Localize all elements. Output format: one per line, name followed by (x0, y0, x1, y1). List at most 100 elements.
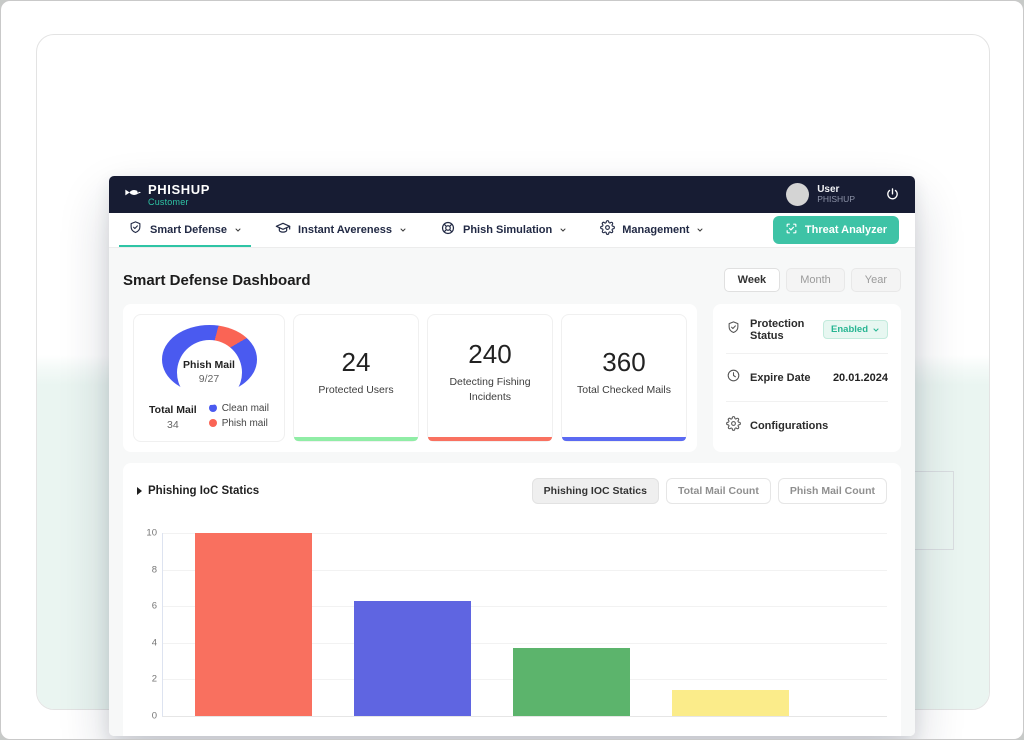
period-selector: Week Month Year (723, 268, 901, 292)
chevron-down-icon (234, 226, 242, 234)
bar-chart-ylabels: 0 2 4 6 8 10 (137, 528, 159, 722)
stat-label: Detecting Fishing Incidents (449, 376, 531, 403)
chevron-down-icon (399, 226, 407, 234)
chart-section-title: Phishing IoC Statics (148, 485, 260, 497)
menu-item-instant-awereness[interactable]: Instant Avereness (270, 213, 412, 247)
bar-2 (513, 648, 630, 716)
period-button-year[interactable]: Year (850, 268, 901, 292)
menu-item-smart-defense[interactable]: Smart Defense (118, 213, 252, 247)
menu-item-management[interactable]: Management (595, 213, 709, 247)
stat-card-detecting-fishing-incidents: 240 Detecting Fishing Incidents (427, 314, 553, 442)
gear-icon (726, 415, 741, 436)
gridline (163, 569, 887, 571)
graduation-cap-icon (275, 220, 291, 241)
gridline (163, 642, 887, 644)
status-row-protection-status: Protection Status Enabled (726, 306, 888, 354)
stat-card-protected-users: 24 Protected Users (293, 314, 419, 442)
legend-item-phish-mail: Phish mail (208, 417, 269, 429)
page-title: Smart Defense Dashboard (123, 271, 311, 289)
gridline (163, 533, 887, 534)
chart-button-phishing-ioc-statics[interactable]: Phishing IOC Statics (531, 478, 659, 504)
user-name: User (817, 183, 840, 195)
y-axis-tick-label: 10 (146, 527, 157, 539)
overview-cards-panel: Phish Mail 9/27 Total Mail 34 (123, 304, 697, 452)
chart-button-total-mail-count[interactable]: Total Mail Count (665, 478, 771, 504)
menu-item-label: Phish Simulation (463, 224, 553, 236)
bar-3 (672, 690, 789, 716)
gridline (163, 606, 887, 608)
status-row-configurations[interactable]: Configurations (726, 402, 888, 449)
target-icon (440, 220, 456, 241)
stat-accent-bar (294, 437, 418, 441)
stat-value: 240 (468, 339, 512, 370)
donut-legend: Clean mail Phish mail (208, 402, 269, 429)
menu-item-label: Instant Avereness (298, 224, 392, 236)
legend-item-clean-mail: Clean mail (208, 402, 269, 414)
protection-status-badge[interactable]: Enabled (823, 320, 888, 339)
power-icon[interactable] (885, 187, 900, 202)
top-navbar: PHISHUP Customer User PHISHUP (109, 176, 915, 213)
donut-center-value: 9/27 (198, 372, 220, 385)
scan-check-icon (785, 222, 798, 238)
stat-accent-bar (428, 437, 552, 441)
shield-check-icon (726, 320, 741, 340)
fish-icon (124, 186, 142, 204)
dashboard-screenshot: PHISHUP Customer User PHISHUP (109, 176, 915, 736)
user-avatar[interactable] (786, 183, 810, 206)
period-button-month[interactable]: Month (786, 268, 845, 292)
chevron-down-icon (873, 327, 879, 332)
stat-label: Protected Users (318, 383, 394, 396)
legend-dot-phish (208, 419, 217, 427)
stat-card-total-checked-mails: 360 Total Checked Mails (561, 314, 687, 442)
chart-section-title-wrap[interactable]: Phishing IoC Statics (137, 485, 259, 497)
bar-chart-plot (162, 533, 887, 717)
bar-chart-bars (163, 533, 887, 716)
donut-center-title: Phish Mail (183, 358, 235, 371)
bar-chart: 0 2 4 6 8 10 (137, 528, 887, 722)
menu-item-label: Management (622, 224, 690, 236)
legend-dot-clean (208, 404, 217, 412)
total-mail-label: Total Mail (149, 403, 197, 416)
bar-0 (195, 533, 312, 716)
shield-check-icon (128, 220, 143, 240)
menu-item-phish-simulation[interactable]: Phish Simulation (435, 213, 572, 247)
legend-label: Clean mail (221, 402, 269, 414)
y-axis-tick-label: 4 (151, 637, 157, 649)
donut-chart: Phish Mail 9/27 (161, 325, 257, 405)
user-block[interactable]: User PHISHUP (817, 184, 855, 205)
stat-accent-bar (562, 437, 686, 441)
chart-view-buttons: Phishing IOC Statics Total Mail Count Ph… (531, 478, 887, 504)
status-label: Protection Status (750, 317, 805, 342)
menu-item-label: Smart Defense (150, 224, 228, 236)
period-button-week[interactable]: Week (723, 268, 781, 292)
status-panel: Protection Status Enabled Expire Date (713, 304, 901, 452)
threat-analyzer-label: Threat Analyzer (804, 224, 887, 236)
expire-date-value: 20.01.2024 (832, 371, 888, 384)
clock-icon (726, 368, 741, 388)
y-axis-tick-label: 8 (151, 564, 157, 576)
chart-button-phish-mail-count[interactable]: Phish Mail Count (777, 478, 887, 504)
stat-value: 360 (602, 346, 646, 377)
y-axis-tick-label: 0 (151, 710, 157, 722)
status-row-expire-date: Expire Date 20.01.2024 (726, 354, 888, 402)
stat-label: Total Checked Mails (577, 383, 671, 396)
gear-icon (600, 220, 616, 240)
triangle-right-icon (137, 487, 142, 495)
dashboard-body: Smart Defense Dashboard Week Month Year … (109, 248, 915, 736)
y-axis-tick-label: 6 (151, 600, 157, 612)
menu-bar: Smart Defense Instant Avereness (109, 213, 915, 248)
threat-analyzer-button[interactable]: Threat Analyzer (772, 216, 899, 244)
brand-subtitle: Customer (148, 196, 189, 207)
brand-name: PHISHUP (148, 181, 210, 197)
status-label: Configurations (750, 419, 829, 432)
user-organization: PHISHUP (817, 194, 855, 205)
legend-label: Phish mail (221, 417, 268, 429)
brand-logo[interactable]: PHISHUP Customer (124, 183, 210, 207)
badge-label: Enabled (831, 324, 868, 335)
status-label: Expire Date (750, 371, 811, 384)
phishing-ioc-chart-panel: Phishing IoC Statics Phishing IOC Static… (123, 463, 901, 736)
chevron-down-icon (696, 226, 704, 234)
chevron-down-icon (559, 226, 567, 234)
bar-1 (354, 600, 471, 716)
